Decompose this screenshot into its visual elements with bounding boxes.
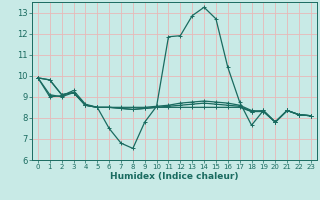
X-axis label: Humidex (Indice chaleur): Humidex (Indice chaleur)	[110, 172, 239, 181]
